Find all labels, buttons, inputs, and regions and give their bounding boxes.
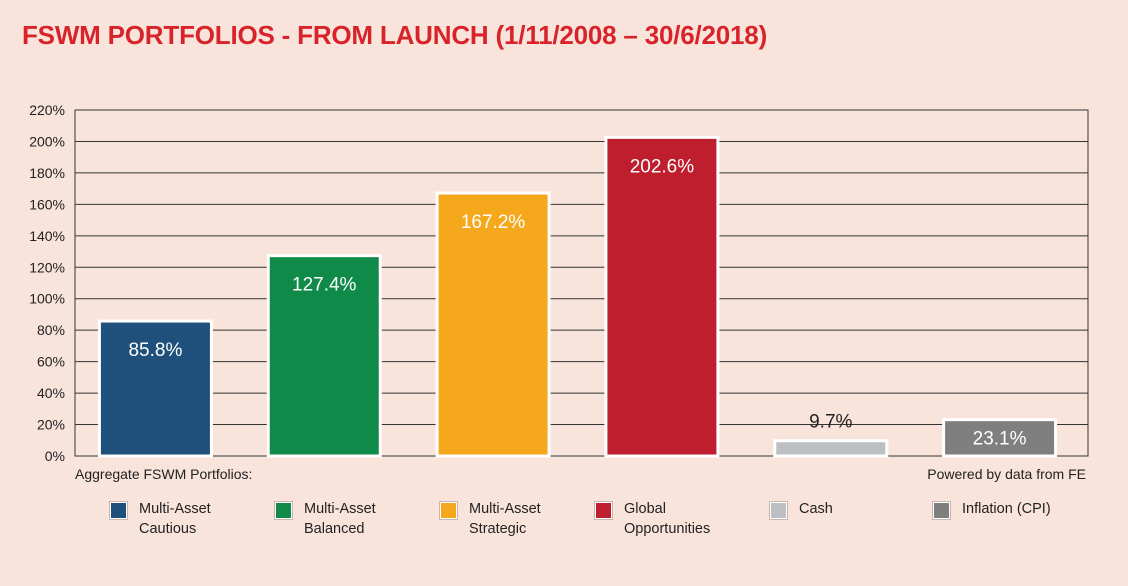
bars	[97, 135, 1058, 458]
legend-item: Multi-Asset Balanced	[275, 499, 376, 539]
legend-swatch	[275, 502, 292, 519]
y-tick-label: 200%	[29, 133, 65, 149]
bar-value-label: 9.7%	[809, 412, 852, 433]
legend-swatch	[933, 502, 950, 519]
legend-label: Cash	[799, 499, 833, 519]
legend-item: Inflation (CPI)	[933, 499, 1051, 519]
legend-item: Multi-Asset Cautious	[110, 499, 211, 539]
y-tick-label: 120%	[29, 259, 65, 275]
grid-lines	[74, 109, 1089, 457]
left-note: Aggregate FSWM Portfolios:	[75, 466, 253, 482]
legend-label-line: Multi-Asset	[469, 501, 541, 517]
legend-item: Multi-Asset Strategic	[440, 499, 541, 539]
legend-label: Multi-Asset Cautious	[139, 499, 211, 539]
legend-item: Cash	[770, 499, 833, 519]
y-tick-label: 60%	[37, 354, 65, 370]
bar-value-label: 85.8%	[128, 340, 182, 361]
source-note: Powered by data from FE	[927, 466, 1086, 482]
bar	[604, 135, 720, 458]
y-tick-label: 80%	[37, 322, 65, 338]
y-tick-label: 40%	[37, 385, 65, 401]
y-tick-label: 160%	[29, 196, 65, 212]
legend-swatch	[595, 502, 612, 519]
legend-swatch	[110, 502, 127, 519]
legend-label-line: Opportunities	[624, 521, 711, 537]
bar	[435, 191, 551, 458]
y-tick-label: 0%	[45, 448, 65, 464]
bar	[266, 254, 382, 458]
y-tick-label: 140%	[29, 228, 65, 244]
y-tick-label: 220%	[29, 102, 65, 118]
bar	[942, 418, 1058, 458]
bar-value-label: 167.2%	[461, 212, 526, 233]
y-tick-label: 100%	[29, 291, 65, 307]
legend-label-line: Multi-Asset	[304, 501, 376, 517]
legend-label: Global Opportunities	[624, 499, 710, 539]
legend-label-line: Global	[624, 501, 666, 517]
legend-label: Inflation (CPI)	[962, 499, 1051, 519]
chart-title: FSWM PORTFOLIOS - FROM LAUNCH (1/11/2008…	[22, 20, 768, 50]
legend-label: Multi-Asset Balanced	[304, 499, 376, 539]
legend-label: Multi-Asset Strategic	[469, 499, 541, 539]
legend-label-line: Cash	[799, 501, 833, 517]
bar-value-label: 23.1%	[973, 429, 1027, 450]
bar	[97, 319, 213, 458]
y-tick-label: 180%	[29, 165, 65, 181]
bar-value-label: 202.6%	[630, 156, 695, 177]
legend-label-line: Multi-Asset	[139, 501, 211, 517]
legend-label-line: Cautious	[139, 521, 197, 537]
bar-value-label: 127.4%	[292, 275, 357, 296]
y-axis-ticks: 0% 20% 40% 60% 80% 100% 120% 140% 160% 180% 200% 22…	[29, 102, 65, 464]
legend-swatch	[440, 502, 457, 519]
y-tick-label: 20%	[37, 417, 65, 433]
legend-label-line: Inflation (CPI)	[962, 501, 1051, 517]
legend-swatch	[770, 502, 787, 519]
bar-value-labels: 85.8% 127.4% 167.2% 202.6% 9.7% 23.1%	[128, 156, 1026, 449]
bar	[773, 439, 889, 458]
plot-frame	[74, 109, 1089, 457]
legend-label-line: Balanced	[304, 521, 365, 537]
legend-item: Global Opportunities	[595, 499, 710, 539]
legend-label-line: Strategic	[469, 521, 527, 537]
